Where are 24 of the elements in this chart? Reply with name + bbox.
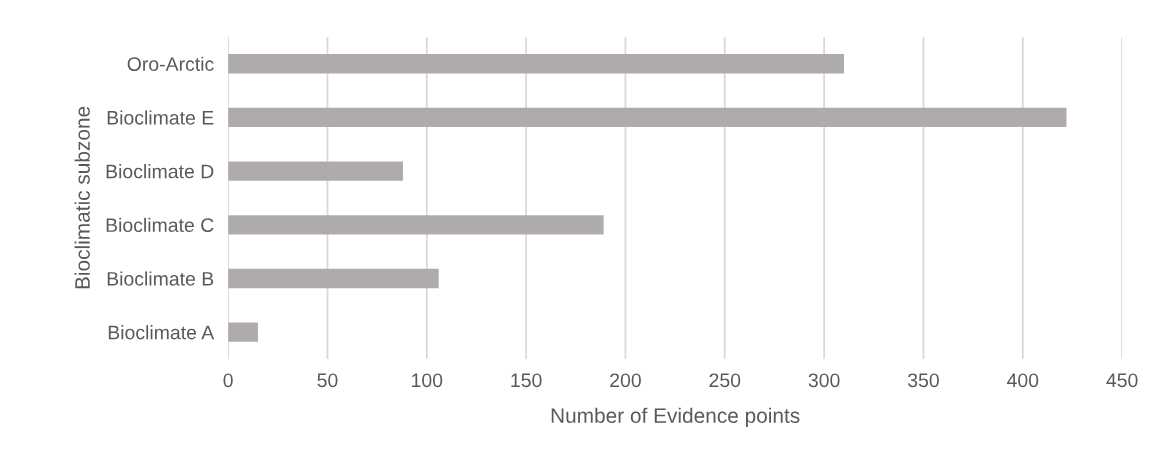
bar — [228, 215, 604, 235]
x-axis-title: Number of Evidence points — [551, 407, 800, 428]
y-axis-title: Bioclimatic subzone — [74, 106, 90, 289]
bar — [228, 107, 1067, 128]
y-tick-label: Bioclimate A — [108, 325, 215, 340]
y-tick-label: Bioclimate D — [106, 164, 214, 179]
y-tick-label: Bioclimate C — [106, 217, 214, 233]
y-tick-label: Bioclimate B — [107, 271, 214, 286]
x-tick-label: 200 — [610, 373, 641, 388]
x-tick-label: 150 — [511, 373, 542, 388]
x-tick-label: 350 — [907, 373, 939, 388]
x-tick-label: 0 — [223, 373, 233, 388]
x-tick-label: 250 — [709, 373, 741, 388]
bar — [228, 161, 403, 181]
x-tick-label: 450 — [1106, 373, 1138, 388]
bar — [228, 54, 844, 74]
y-tick-label: Bioclimate E — [107, 110, 214, 125]
x-tick-label: 400 — [1007, 373, 1039, 388]
bar — [228, 268, 439, 289]
bar — [228, 322, 258, 342]
x-tick-label: 100 — [412, 373, 443, 388]
x-tick-label: 300 — [808, 373, 840, 388]
x-tick-label: 50 — [317, 373, 338, 388]
y-tick-label: Oro-Arctic — [127, 56, 214, 71]
